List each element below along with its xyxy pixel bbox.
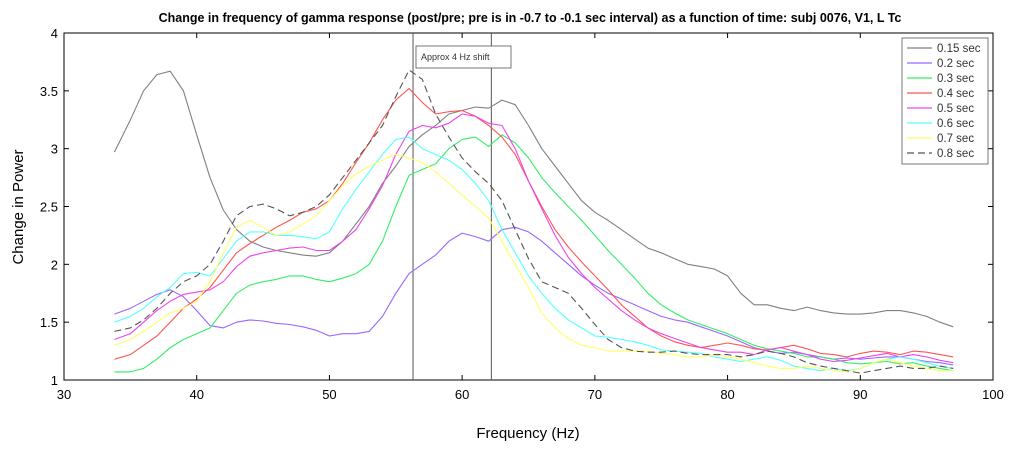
- x-tick-label: 60: [455, 387, 469, 402]
- x-tick-label: 100: [982, 387, 1004, 402]
- legend-label: 0.15 sec: [937, 43, 981, 55]
- x-tick-label: 30: [57, 387, 71, 402]
- series-line-0-6-sec: [114, 136, 954, 372]
- y-tick-label: 1: [51, 373, 58, 388]
- series-line-0-2-sec: [114, 226, 954, 366]
- y-tick-label: 3.5: [40, 84, 58, 99]
- legend-label: 0.3 sec: [937, 73, 974, 85]
- y-tick-label: 2.5: [40, 200, 58, 215]
- legend-label: 0.4 sec: [937, 88, 974, 100]
- x-tick-label: 90: [853, 387, 867, 402]
- legend-label: 0.5 sec: [937, 103, 974, 115]
- legend-label: 0.8 sec: [937, 148, 974, 160]
- legend: 0.15 sec 0.2 sec 0.3 sec 0.4 sec 0.5 sec 0.6 …: [901, 37, 989, 165]
- legend-label: 0.6 sec: [937, 118, 974, 130]
- x-tick-label: 80: [720, 387, 734, 402]
- legend-label: 0.2 sec: [937, 58, 974, 70]
- x-tick-label: 50: [322, 387, 336, 402]
- y-axis-label: Change in Power: [10, 149, 27, 264]
- x-tick-label: 70: [588, 387, 602, 402]
- series-line-0-7-sec: [114, 153, 954, 373]
- annotation-frame: [415, 45, 512, 69]
- y-tick-label: 4: [51, 26, 58, 41]
- series-line-0-5-sec: [114, 113, 954, 364]
- y-tick-label: 2: [51, 257, 58, 272]
- axis-ticks: 30 40 50 60 70 80 90 100 1 1.5 2 2.5 3 3.5 4: [40, 26, 1004, 402]
- series-line-0-8-sec: [114, 69, 954, 374]
- legend-label: 0.7 sec: [937, 133, 974, 145]
- x-axis-label: Frequency (Hz): [476, 425, 579, 442]
- series-line-0-15-sec: [113, 70, 954, 328]
- series-lines: [113, 69, 954, 374]
- x-tick-label: 40: [189, 387, 203, 402]
- chart-title: Change in frequency of gamma response (p…: [159, 11, 902, 25]
- annotation-text: Approx 4 Hz shift: [421, 52, 490, 62]
- annotation-box: Approx 4 Hz shift: [415, 45, 512, 69]
- legend-frame: [901, 37, 989, 165]
- y-tick-label: 1.5: [40, 315, 58, 330]
- y-tick-label: 3: [51, 142, 58, 157]
- plot-area: [63, 32, 994, 381]
